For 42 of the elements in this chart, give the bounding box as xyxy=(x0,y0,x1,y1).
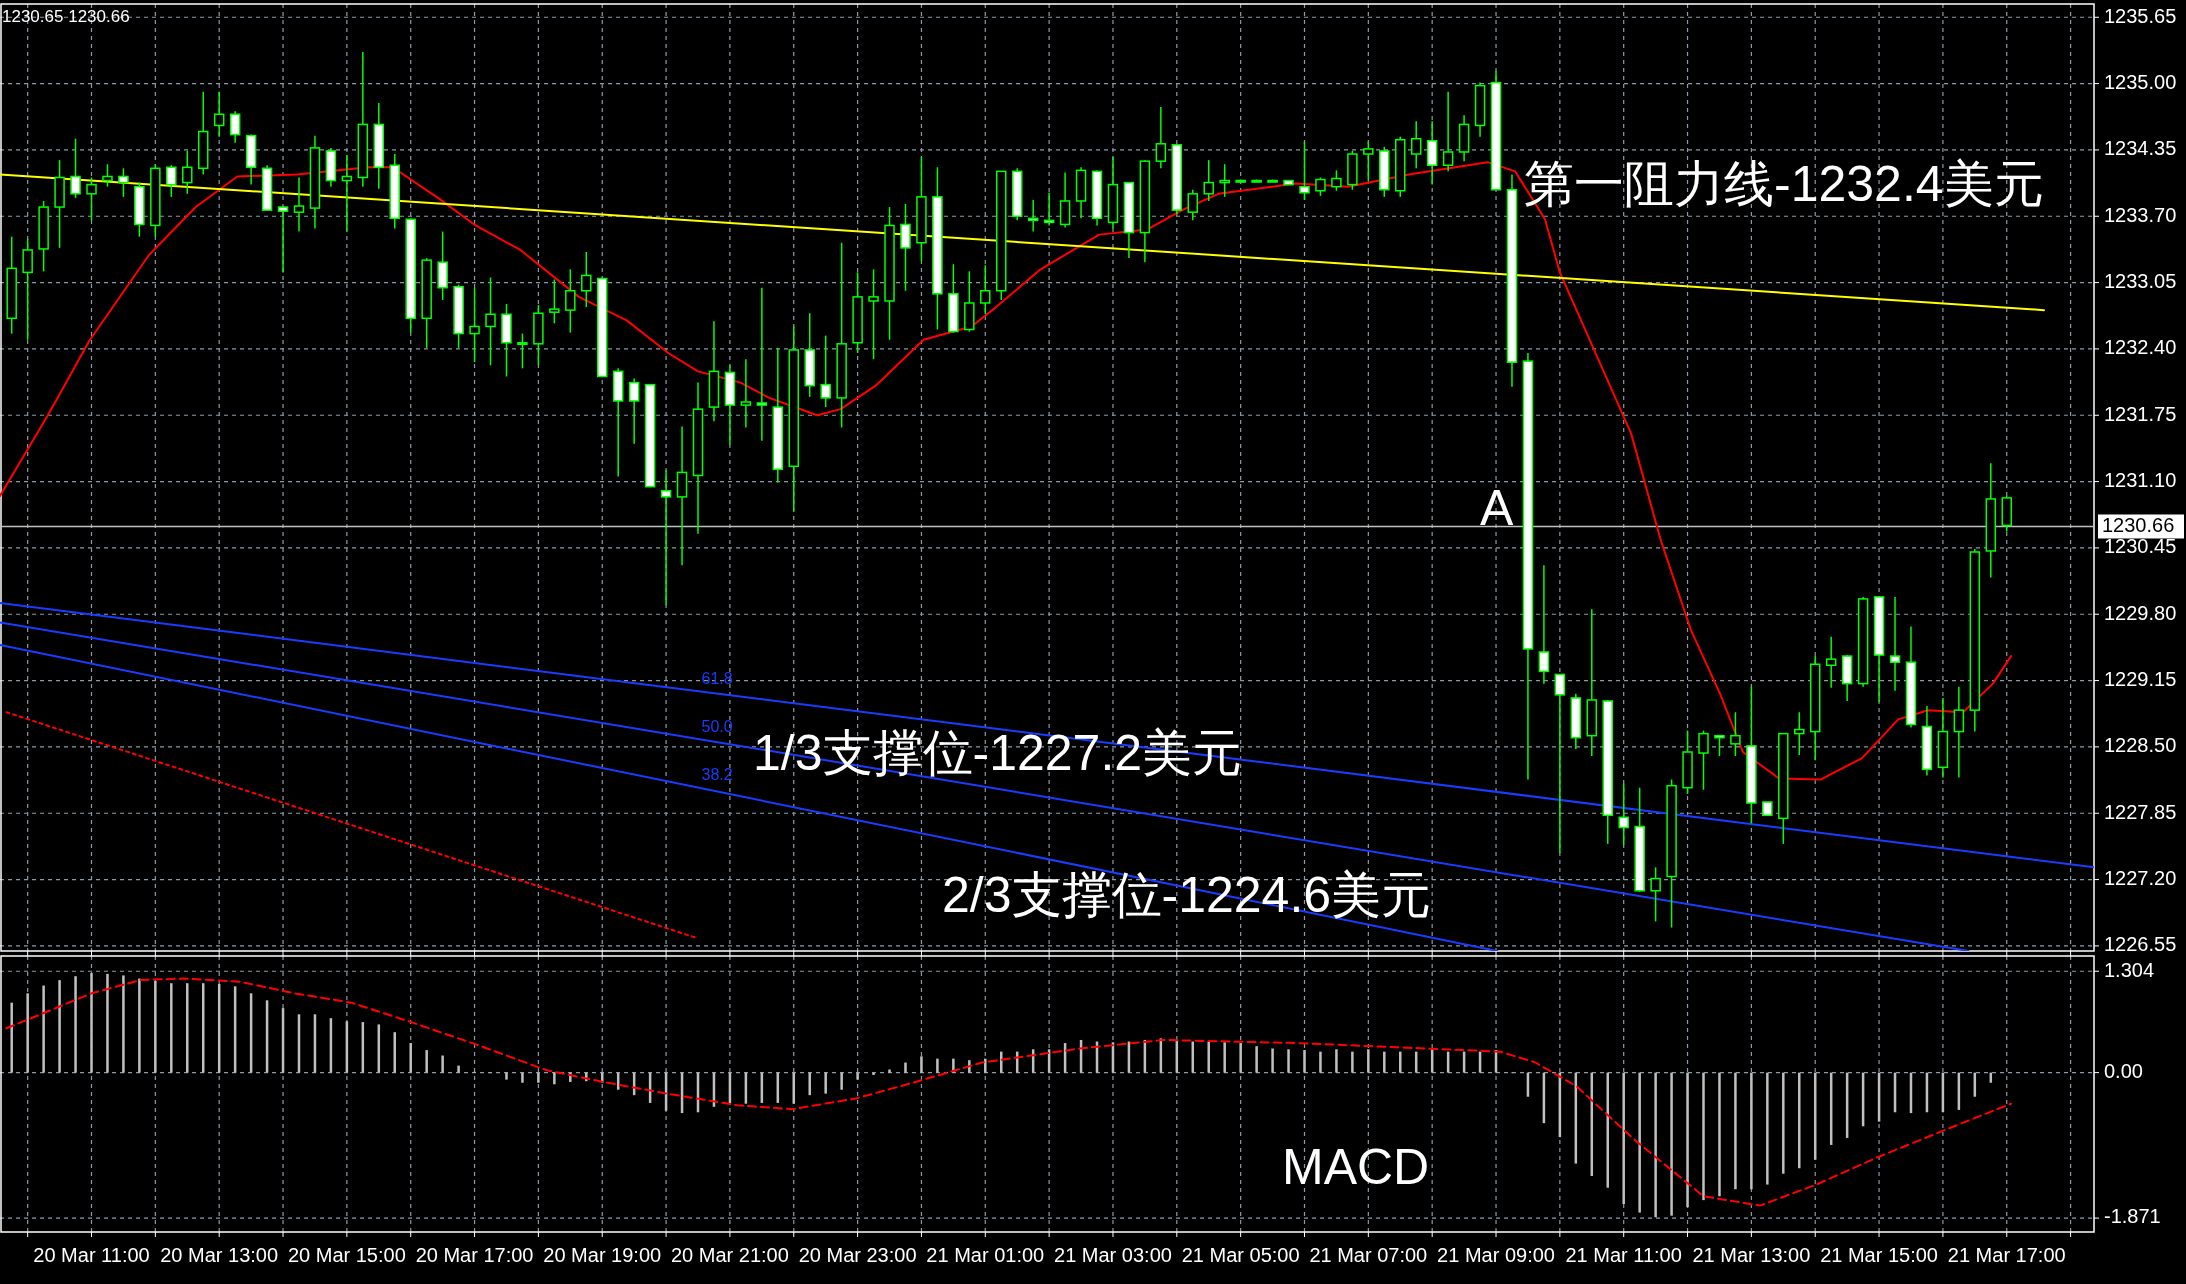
y-tick-label: -1.871 xyxy=(2104,1205,2161,1228)
x-tick-label: 20 Mar 11:00 xyxy=(33,1244,150,1266)
y-tick-label: 1231.75 xyxy=(2104,402,2177,425)
ref-line-label: 1230.66 xyxy=(2102,513,2175,536)
y-tick-label: 1233.70 xyxy=(2104,203,2177,226)
x-tick-label: 21 Mar 05:00 xyxy=(1181,1244,1300,1266)
series-label: 38.2 xyxy=(701,766,733,784)
x-tick-label: 20 Mar 23:00 xyxy=(798,1244,917,1266)
x-tick-label: 21 Mar 07:00 xyxy=(1309,1244,1428,1266)
y-tick-label: 1233.05 xyxy=(2104,269,2177,292)
y-tick-label: 1230.45 xyxy=(2104,535,2177,558)
y-tick-label: 1227.20 xyxy=(2104,866,2177,889)
y-tick-label: 1231.10 xyxy=(2104,468,2177,491)
y-tick-label: 1.304 xyxy=(2104,958,2155,981)
annotation: 第一阻力线-1232.4美元 xyxy=(1524,156,2044,213)
series-label: 61.8 xyxy=(701,669,733,687)
x-tick-label: 20 Mar 17:00 xyxy=(415,1244,534,1266)
y-tick-label: 1229.80 xyxy=(2104,601,2177,624)
y-tick-label: 1229.15 xyxy=(2104,667,2177,690)
x-tick-label: 21 Mar 11:00 xyxy=(1565,1244,1682,1266)
x-tick-label: 20 Mar 15:00 xyxy=(287,1244,406,1266)
y-tick-label: 1234.35 xyxy=(2104,137,2177,160)
y-tick-label: 1235.65 xyxy=(2104,4,2177,27)
x-tick-label: 21 Mar 03:00 xyxy=(1054,1244,1172,1266)
y-tick-label: 0.00 xyxy=(2104,1059,2143,1082)
x-tick-label: 21 Mar 13:00 xyxy=(1692,1244,1811,1266)
x-tick-label: 20 Mar 19:00 xyxy=(543,1244,662,1266)
series-label: 50.0 xyxy=(701,717,733,735)
y-tick-label: 1235.00 xyxy=(2104,70,2177,93)
x-tick-label: 21 Mar 01:00 xyxy=(926,1244,1045,1266)
annotation: 1230.65 1230.66 xyxy=(2,7,130,26)
x-tick-label: 20 Mar 21:00 xyxy=(670,1244,789,1266)
x-tick-label: 21 Mar 17:00 xyxy=(1947,1244,2066,1266)
y-tick-label: 1227.85 xyxy=(2104,800,2177,823)
x-tick-label: 20 Mar 13:00 xyxy=(160,1244,279,1266)
y-tick-label: 1226.55 xyxy=(2104,933,2177,956)
y-tick-label: 1232.40 xyxy=(2104,336,2177,359)
y-tick-label: 1228.50 xyxy=(2104,734,2177,757)
x-tick-label: 21 Mar 15:00 xyxy=(1820,1244,1938,1266)
annotation: A xyxy=(1480,480,1514,537)
x-tick-label: 21 Mar 09:00 xyxy=(1437,1244,1555,1266)
annotation: MACD xyxy=(1282,1139,1430,1196)
